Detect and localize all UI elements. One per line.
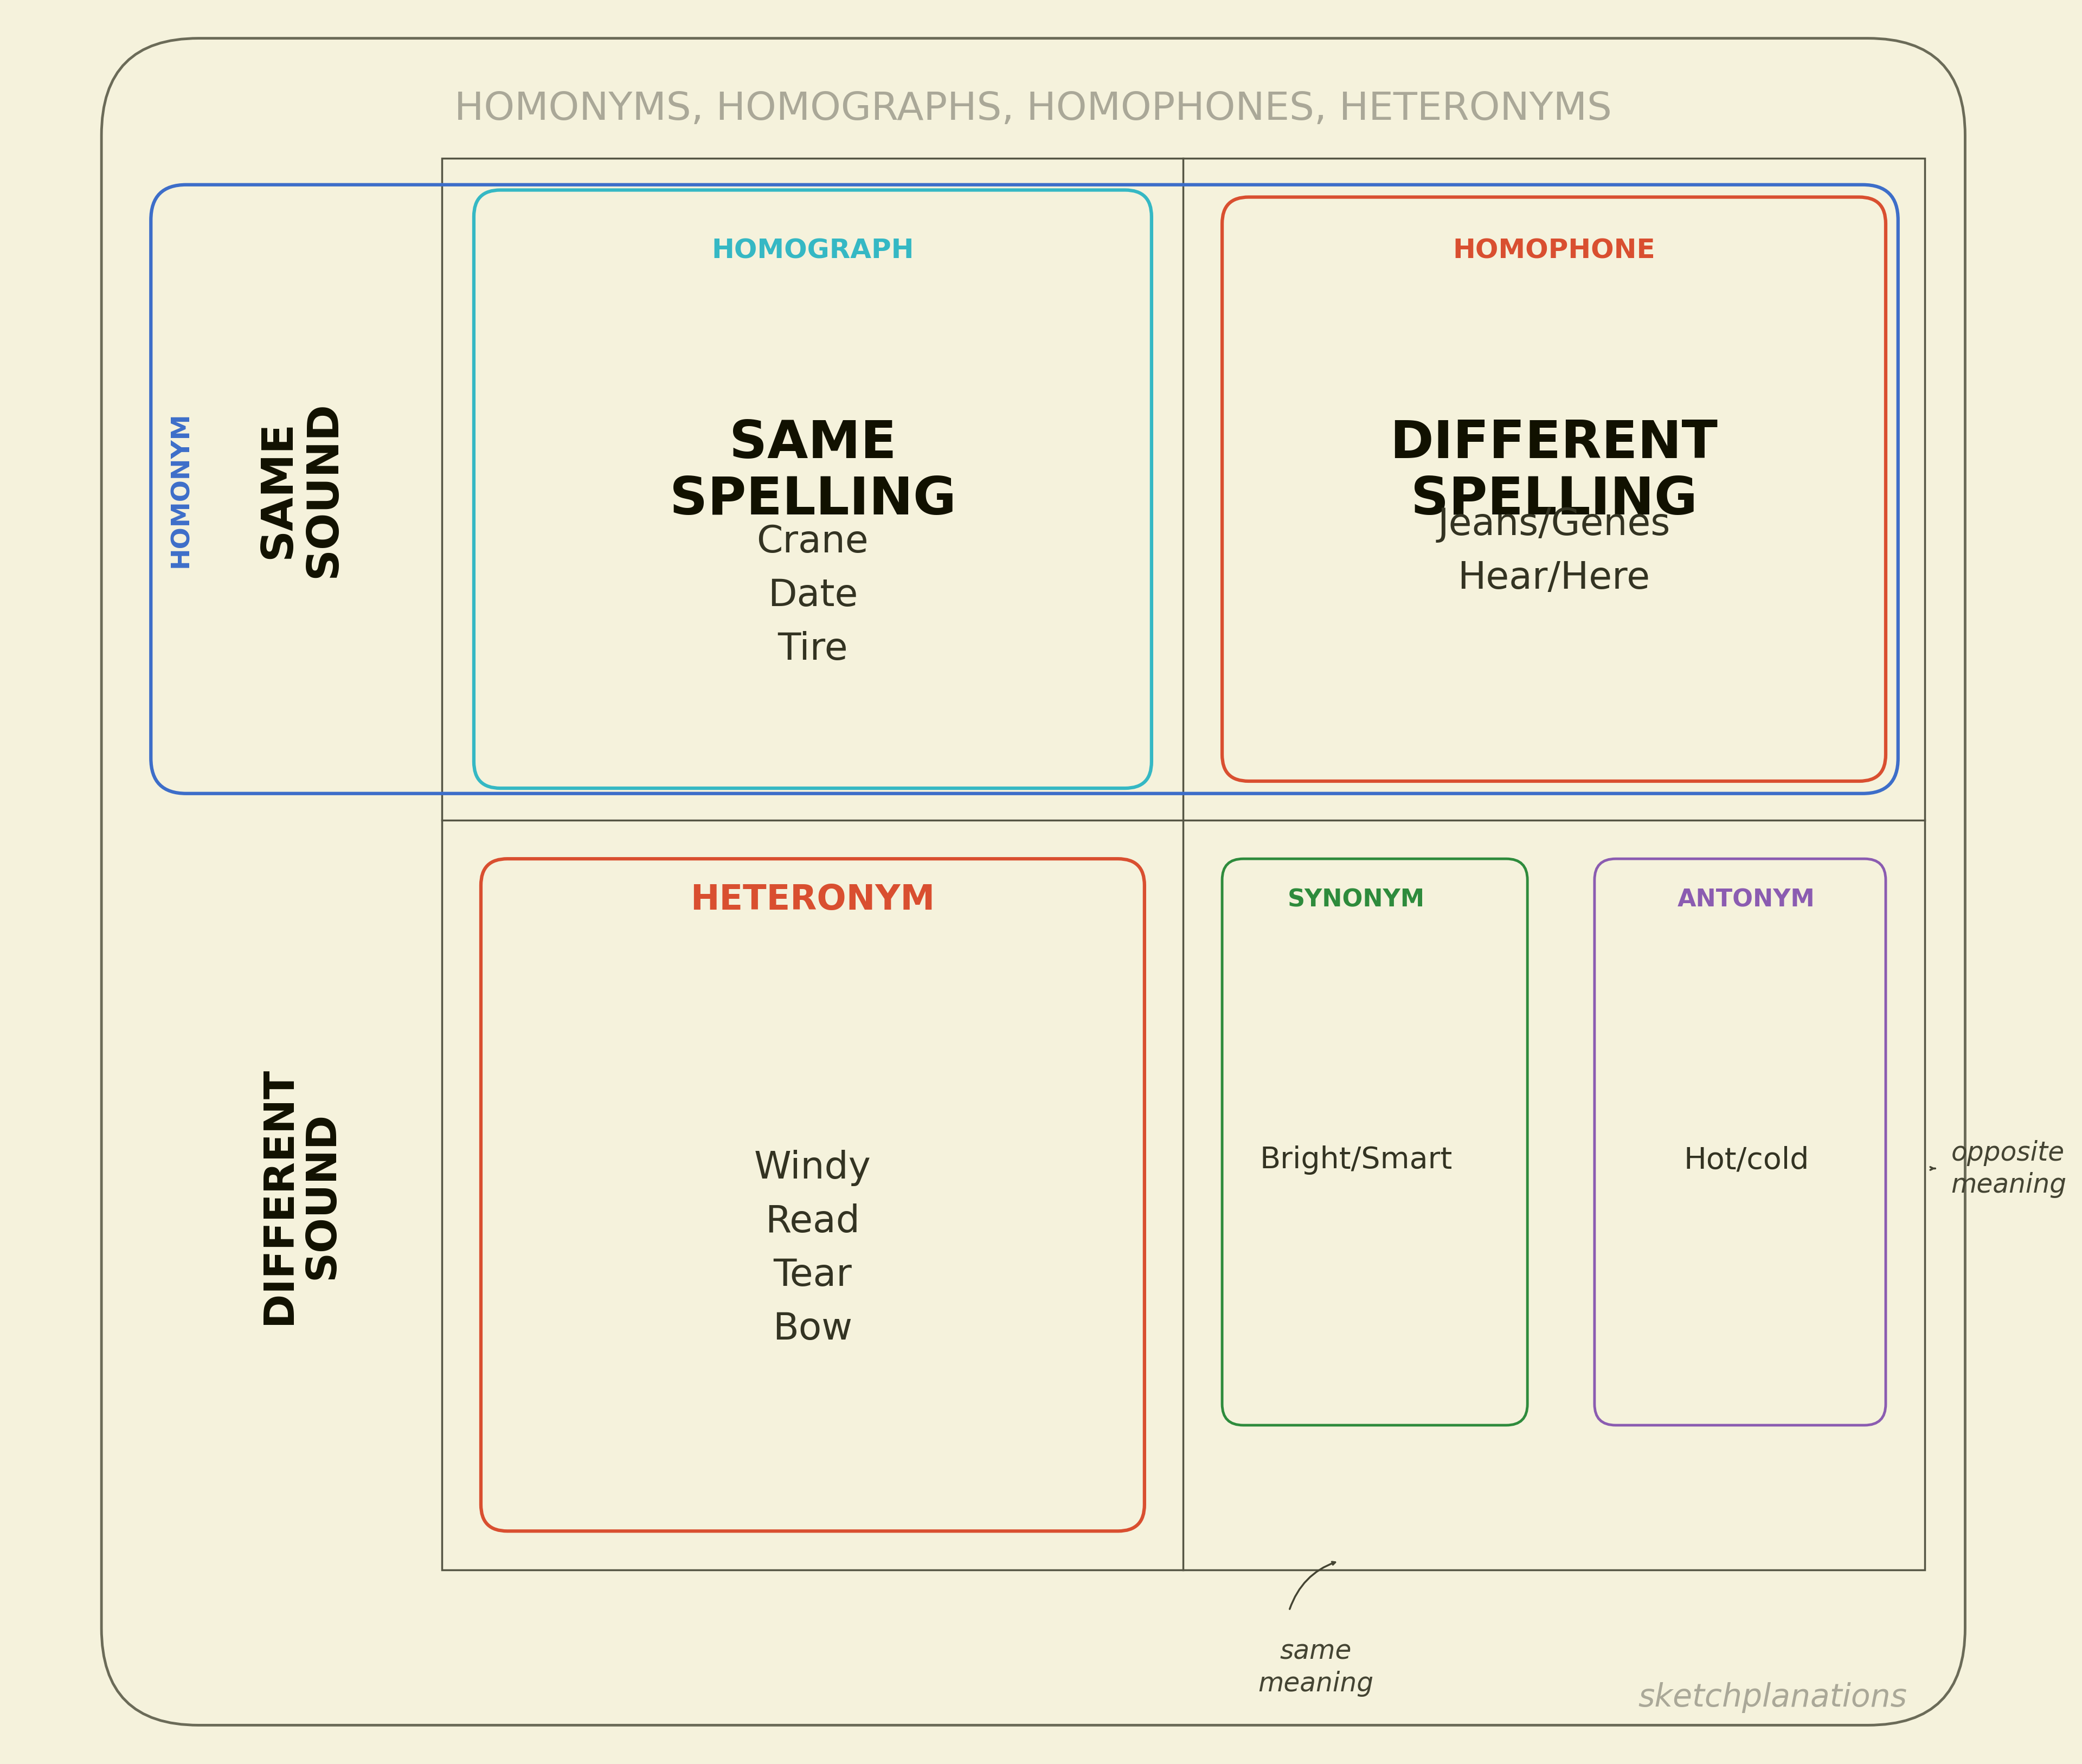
Text: HOMONYMS, HOMOGRAPHS, HOMOPHONES, HETERONYMS: HOMONYMS, HOMOGRAPHS, HOMOPHONES, HETERO… bbox=[454, 90, 1611, 129]
Text: SAME
SOUND: SAME SOUND bbox=[256, 400, 346, 579]
Text: HOMOGRAPH: HOMOGRAPH bbox=[712, 238, 914, 263]
Text: Crane
Date
Tire: Crane Date Tire bbox=[756, 524, 868, 667]
Text: sketchplanations: sketchplanations bbox=[1639, 1681, 1907, 1713]
Text: SAME
SPELLING: SAME SPELLING bbox=[668, 418, 956, 526]
Text: opposite
meaning: opposite meaning bbox=[1951, 1140, 2067, 1198]
Text: ANTONYM: ANTONYM bbox=[1678, 887, 1816, 912]
Text: Windy
Read
Tear
Bow: Windy Read Tear Bow bbox=[754, 1150, 870, 1346]
Text: same
meaning: same meaning bbox=[1258, 1639, 1374, 1695]
Text: Hot/cold: Hot/cold bbox=[1684, 1145, 1809, 1175]
Text: Jeans/Genes
Hear/Here: Jeans/Genes Hear/Here bbox=[1437, 506, 1670, 596]
Text: HETERONYM: HETERONYM bbox=[691, 882, 935, 917]
Text: Bright/Smart: Bright/Smart bbox=[1260, 1145, 1453, 1175]
Text: DIFFERENT
SPELLING: DIFFERENT SPELLING bbox=[1391, 418, 1718, 526]
Text: SYNONYM: SYNONYM bbox=[1287, 887, 1424, 912]
Text: HOMONYM: HOMONYM bbox=[169, 411, 194, 568]
Text: DIFFERENT
SOUND: DIFFERENT SOUND bbox=[258, 1067, 344, 1323]
FancyBboxPatch shape bbox=[102, 39, 1965, 1725]
Bar bbox=[441, 159, 1924, 1570]
Text: HOMOPHONE: HOMOPHONE bbox=[1453, 238, 1655, 263]
